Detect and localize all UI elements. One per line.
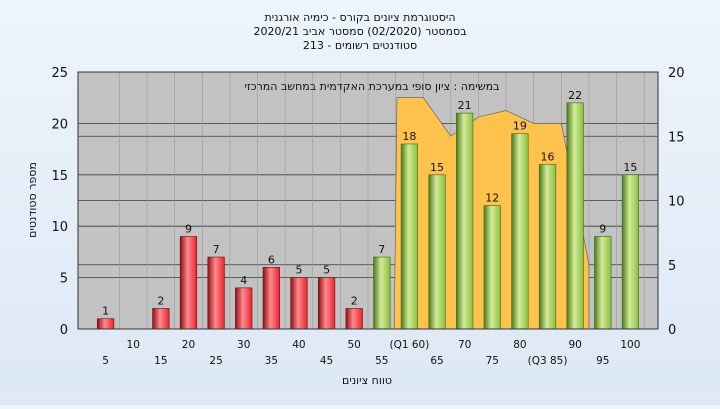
bar-90 [566,102,584,330]
bar-95 [594,236,612,330]
data-label-80: 19 [513,120,527,133]
y2-tick-label: 20 [668,66,685,81]
data-label-385: 16 [541,151,555,164]
data-label-160: 18 [402,130,416,143]
bar-100 [621,174,639,330]
title-line-3: סטודנטים רשומים - 213 [303,39,417,52]
y-axis-label: מספר סטודנטים [26,162,39,238]
bar-40 [290,277,308,330]
x-tick-label: 35 [265,355,278,367]
x-tick-label: 40 [292,339,305,351]
x-tick-label: 80 [513,339,526,351]
x-axis-label: טווח ציונים [342,374,392,387]
bar-30 [235,287,253,330]
data-label-45: 5 [323,264,330,277]
title-line-1: היסטוגרמת ציונים בקורס - כימיה אורגנית [264,11,455,24]
data-label-30: 4 [240,274,247,287]
x-tick-label: 90 [568,339,581,351]
x-tick-label: 10 [127,339,140,351]
y2-tick-label: 5 [668,259,676,274]
x-tick-label: (Q3 85) [528,355,568,367]
data-label-50: 2 [351,294,358,307]
y-tick-label: 25 [51,66,68,81]
x-tick-label: 5 [102,355,109,367]
data-label-75: 12 [485,192,499,205]
bar-80 [511,133,529,330]
x-tick-label: 50 [348,339,361,351]
data-label-35: 6 [268,253,275,266]
bar-385 [538,164,557,330]
data-label-15: 2 [157,294,164,307]
x-tick-label: 15 [154,355,167,367]
x-axis: 5 10 15 20 25 30 35 40 45 50 55(Q1 60)65 70 75 80(Q3 … [102,339,640,367]
x-tick-label: 100 [620,339,640,351]
bar-35 [262,267,280,330]
chart-title: היסטוגרמת ציונים בקורס - כימיה אורגנית ב… [253,11,466,52]
data-label-25: 7 [213,243,220,256]
x-tick-label: 65 [430,355,443,367]
y-tick-label: 20 [51,117,68,132]
y2-tick-label: 10 [668,195,685,210]
x-tick-label: 20 [182,339,195,351]
bar-25 [207,256,225,330]
bar-20 [179,236,198,330]
x-tick-label: 75 [486,355,499,367]
bar-160 [400,143,419,330]
plot-frame [77,71,659,330]
plot-annotation: במשימה : ציון סופי במערכת האקדמית במחשב … [245,80,500,93]
y2-tick-label: 0 [668,323,676,338]
bar-65 [428,174,446,330]
x-tick-label: 25 [209,355,222,367]
y-tick-label: 15 [51,169,68,184]
y-tick-label: 5 [60,272,68,287]
y2-tick-label: 15 [668,130,685,145]
y-axis-left: 0 5 10 15 20 25 [51,66,68,338]
data-label-55: 7 [378,243,385,256]
bar-15 [152,308,170,330]
data-label-95: 9 [599,222,606,235]
data-label-90: 22 [568,89,582,102]
x-tick-label: 55 [375,355,388,367]
y-tick-label: 10 [51,220,68,235]
x-tick-label: 30 [237,339,250,351]
data-label-70: 21 [458,99,472,112]
data-label-40: 5 [295,264,302,277]
data-label-100: 15 [623,161,637,174]
x-tick-label: 95 [596,355,609,367]
y-axis-right: 0 5 10 15 20 [668,66,685,338]
data-label-65: 15 [430,161,444,174]
bar-70 [456,112,474,330]
x-tick-label: 70 [458,339,471,351]
y-tick-label: 0 [60,323,68,338]
bars [97,102,639,330]
bar-55 [373,256,391,330]
bar-45 [317,277,336,330]
bar-75 [483,205,501,330]
x-tick-label: 45 [320,355,333,367]
title-line-2: בסמסטר (02/2020) סמסטר אביב 2020/21 [253,25,466,38]
bar-50 [345,308,363,330]
bar-5 [97,318,115,330]
x-tick-label: (Q1 60) [390,339,430,351]
data-label-20: 9 [185,222,192,235]
data-label-5: 1 [102,305,109,318]
